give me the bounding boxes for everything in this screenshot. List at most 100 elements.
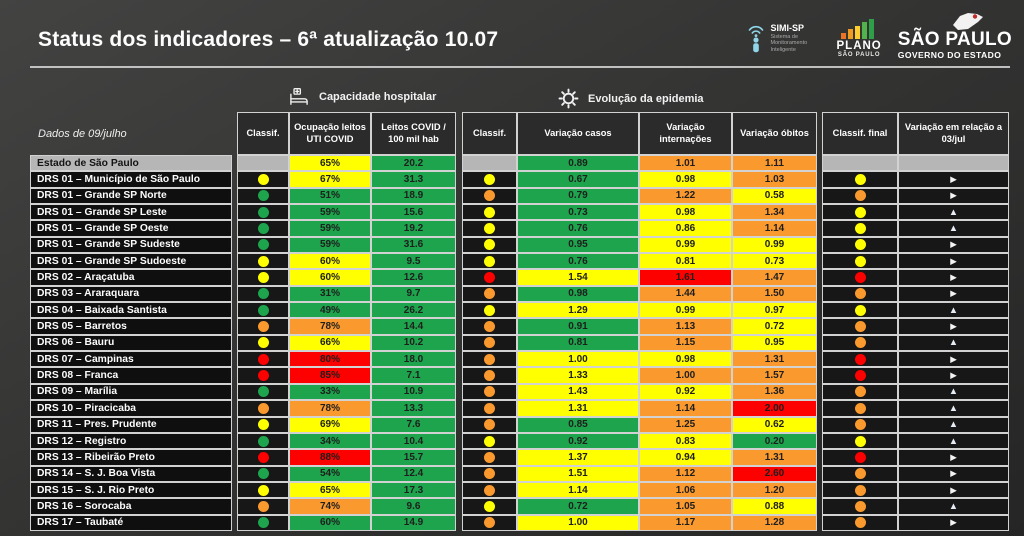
- death-variation-cell: 1.57: [732, 367, 817, 384]
- trend-stable-arrow-icon: ▶: [898, 318, 1009, 335]
- hospital-classif-cell: [237, 481, 289, 499]
- yellow-status-dot: [854, 223, 866, 235]
- final-classif-cell: [822, 351, 898, 368]
- final-classif-cell: [822, 236, 898, 254]
- hospitalization-variation-cell: 1.44: [639, 285, 732, 303]
- plano-logo-title: PLANO: [836, 39, 882, 52]
- case-variation-cell: 0.85: [517, 416, 639, 433]
- epidemic-classif-cell: [462, 400, 517, 417]
- orange-status-dot: [484, 402, 495, 414]
- final-classif-cell: [822, 367, 898, 384]
- yellow-status-dot: [484, 174, 495, 186]
- region-cell: DRS 01 – Grande SP Oeste: [30, 220, 232, 237]
- beds-per-100k-cell: 20.2: [371, 155, 456, 172]
- epidemic-classif-cell: [462, 302, 517, 319]
- orange-status-dot: [854, 288, 866, 300]
- death-variation-cell: 0.97: [732, 302, 817, 319]
- beds-per-100k-cell: 9.6: [371, 498, 456, 515]
- case-variation-cell: 0.98: [517, 285, 639, 303]
- red-status-dot: [257, 370, 269, 382]
- region-cell: DRS 11 – Pres. Prudente: [30, 416, 232, 433]
- trend-stable-arrow-icon: ▶: [898, 481, 1009, 499]
- trend-stable-arrow-icon: ▶: [898, 171, 1009, 188]
- epidemic-classif-cell: [462, 155, 517, 172]
- uti-occupancy-cell: 59%: [289, 220, 371, 237]
- green-status-dot: [257, 288, 269, 300]
- final-classif-cell: [822, 285, 898, 303]
- bar-chart-icon: [841, 18, 875, 39]
- uti-occupancy-cell: 31%: [289, 285, 371, 303]
- yellow-status-dot: [257, 337, 269, 349]
- beds-per-100k-cell: 10.4: [371, 432, 456, 450]
- final-classif-cell: [822, 481, 898, 499]
- hospital-classif-cell: [237, 498, 289, 515]
- trend-stable-arrow-icon: ▶: [898, 269, 1009, 286]
- green-status-dot: [257, 386, 269, 398]
- final-classif-cell: [822, 416, 898, 433]
- red-status-dot: [854, 370, 866, 382]
- orange-status-dot: [484, 370, 495, 382]
- region-cell: DRS 17 – Taubaté: [30, 514, 232, 531]
- hospitalization-variation-cell: 0.99: [639, 236, 732, 254]
- hospital-classif-cell: [237, 514, 289, 531]
- simi-sp-logo: SIMI-SP Sistema de Monitoramento Intelig…: [746, 22, 821, 54]
- trend-up-arrow-icon: ▲: [898, 220, 1009, 237]
- beds-per-100k-cell: 14.9: [371, 514, 456, 531]
- beds-per-100k-cell: 7.1: [371, 367, 456, 384]
- uti-occupancy-cell: 88%: [289, 449, 371, 466]
- region-cell: DRS 09 – Marília: [30, 383, 232, 401]
- green-status-dot: [257, 206, 269, 218]
- region-cell: DRS 12 – Registro: [30, 432, 232, 450]
- uti-occupancy-cell: 60%: [289, 514, 371, 531]
- hospital-classif-cell: [237, 155, 289, 172]
- yellow-status-dot: [854, 206, 866, 218]
- indicators-table: Dados de 09/julho Classif. Ocupação leit…: [30, 112, 1009, 531]
- hospitalization-variation-cell: 0.99: [639, 302, 732, 319]
- header-classif-hospital: Classif.: [237, 112, 289, 155]
- header-variation-vs-03jul: Variação em relação a 03/jul: [898, 112, 1009, 155]
- hospital-classif-cell: [237, 171, 289, 188]
- hospitalization-variation-cell: 1.17: [639, 514, 732, 531]
- uti-occupancy-cell: 78%: [289, 400, 371, 417]
- hospital-classif-cell: [237, 334, 289, 352]
- trend-stable-arrow-icon: ▶: [898, 187, 1009, 205]
- date-label: Dados de 09/julho: [38, 127, 127, 140]
- hospital-classif-cell: [237, 400, 289, 417]
- beds-per-100k-cell: 9.5: [371, 253, 456, 270]
- epidemic-classif-cell: [462, 367, 517, 384]
- orange-status-dot: [854, 321, 866, 333]
- uti-occupancy-cell: 54%: [289, 465, 371, 482]
- uti-occupancy-cell: 60%: [289, 253, 371, 270]
- beds-per-100k-cell: 9.7: [371, 285, 456, 303]
- orange-status-dot: [854, 419, 866, 431]
- beds-per-100k-cell: 31.6: [371, 236, 456, 254]
- case-variation-cell: 0.89: [517, 155, 639, 172]
- header-case-variation: Variação casos: [517, 112, 639, 155]
- trend-up-arrow-icon: ▲: [898, 432, 1009, 450]
- beds-per-100k-cell: 7.6: [371, 416, 456, 433]
- beds-per-100k-cell: 15.7: [371, 449, 456, 466]
- red-status-dot: [257, 353, 269, 365]
- trend-stable-arrow-icon: ▶: [898, 367, 1009, 384]
- hospitalization-variation-cell: 1.06: [639, 481, 732, 499]
- region-cell: Estado de São Paulo: [30, 155, 232, 172]
- hospital-classif-cell: [237, 302, 289, 319]
- hospitalization-variation-cell: 1.25: [639, 416, 732, 433]
- region-cell: DRS 16 – Sorocaba: [30, 498, 232, 515]
- death-variation-cell: 0.99: [732, 236, 817, 254]
- case-variation-cell: 0.67: [517, 171, 639, 188]
- hospital-classif-cell: [237, 285, 289, 303]
- death-variation-cell: 0.95: [732, 334, 817, 352]
- yellow-status-dot: [484, 255, 495, 267]
- beds-per-100k-cell: 31.3: [371, 171, 456, 188]
- hospitalization-variation-cell: 0.92: [639, 383, 732, 401]
- hospital-classif-cell: [237, 416, 289, 433]
- epidemic-classif-cell: [462, 285, 517, 303]
- yellow-status-dot: [854, 239, 866, 251]
- red-status-dot: [257, 451, 269, 463]
- orange-status-dot: [484, 517, 495, 529]
- uti-occupancy-cell: 34%: [289, 432, 371, 450]
- region-cell: DRS 07 – Campinas: [30, 351, 232, 368]
- epidemic-classif-cell: [462, 416, 517, 433]
- epidemic-classif-cell: [462, 253, 517, 270]
